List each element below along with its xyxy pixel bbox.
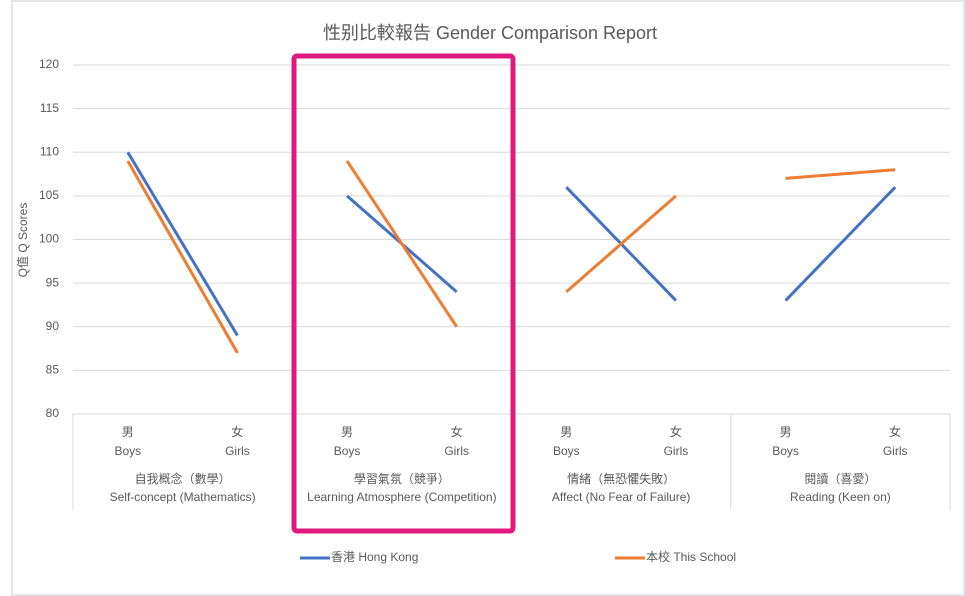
- x-tick-label: 男: [122, 425, 134, 439]
- x-tick-label: Girls: [225, 444, 250, 458]
- series-line: [345, 160, 458, 328]
- x-tick-label: Boys: [553, 444, 580, 458]
- series-line: [565, 194, 677, 293]
- group-label: Affect (No Fear of Failure): [552, 490, 691, 504]
- group-label: Reading (Keen on): [790, 490, 891, 504]
- group-label: 自我概念（數學）: [135, 471, 231, 486]
- group-label: 情緒（無恐懼失敗）: [567, 471, 675, 486]
- x-tick-label: Girls: [883, 444, 908, 458]
- series-line: [126, 151, 239, 337]
- x-tick-label: 男: [560, 425, 572, 439]
- legend-label: 香港 Hong Kong: [331, 550, 418, 564]
- x-tick-label: 女: [451, 424, 463, 439]
- x-tick-label: Boys: [334, 444, 361, 458]
- chart-frame: [11, 0, 965, 596]
- x-tick-label: Boys: [114, 444, 141, 458]
- x-tick-label: 女: [231, 424, 243, 439]
- y-tick-label: 110: [40, 144, 59, 158]
- legend-label: 本校 This School: [646, 549, 736, 564]
- y-axis-label: Q值 Q Scores: [15, 203, 30, 278]
- group-label: 學習氣氛（競爭）: [354, 471, 450, 486]
- series-line: [784, 186, 897, 302]
- x-tick-label: Girls: [664, 444, 689, 458]
- y-tick-label: 100: [39, 232, 59, 246]
- x-tick-label: 男: [341, 425, 353, 439]
- chart-title: 性别比較報告 Gender Comparison Report: [323, 23, 657, 43]
- group-label: Learning Atmosphere (Competition): [307, 490, 496, 504]
- x-tick-label: 女: [889, 424, 901, 439]
- y-tick-label: 105: [39, 188, 59, 202]
- highlight-box: [291, 53, 516, 534]
- y-tick-label: 115: [40, 101, 59, 115]
- x-tick-label: Boys: [772, 444, 799, 458]
- y-tick-label: 120: [39, 57, 59, 71]
- y-tick-label: 90: [46, 319, 60, 333]
- y-tick-label: 95: [46, 275, 60, 289]
- group-label: Self-concept (Mathematics): [110, 490, 256, 504]
- x-tick-label: 男: [780, 425, 792, 439]
- x-tick-label: 女: [670, 424, 682, 439]
- y-tick-label: 80: [46, 406, 60, 420]
- series-line: [126, 160, 239, 354]
- y-tick-label: 85: [46, 363, 60, 377]
- group-label: 閱讀（喜愛）: [804, 472, 876, 486]
- series-line: [785, 168, 896, 180]
- x-tick-label: Girls: [444, 444, 469, 458]
